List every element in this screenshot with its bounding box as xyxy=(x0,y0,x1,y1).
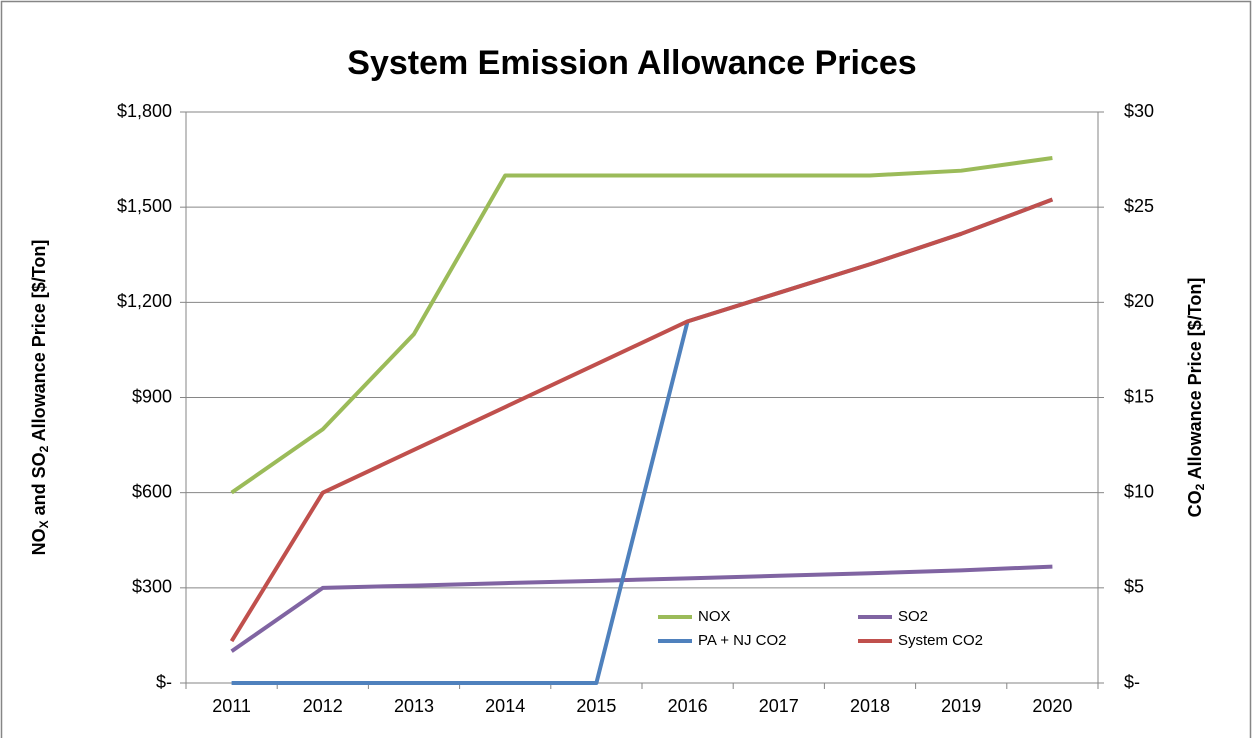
axis-title-part: NO xyxy=(29,528,49,555)
y2-tick-label: $5 xyxy=(1124,577,1144,597)
y2-tick-label: $10 xyxy=(1124,481,1154,501)
x-tick-label: 2015 xyxy=(576,696,616,716)
x-tick-label: 2020 xyxy=(1032,696,1072,716)
series-line xyxy=(230,564,1053,653)
y2-tick-label: $- xyxy=(1124,672,1140,692)
y-tick-label: $- xyxy=(156,672,172,692)
y2-axis-title: CO2 Allowance Price [$/Ton] xyxy=(1185,278,1207,518)
y-axis-title: NOX and SO2 Allowance Price [$/Ton] xyxy=(29,240,51,556)
y-tick-label: $1,800 xyxy=(117,101,172,121)
legend-label: System CO2 xyxy=(898,632,983,649)
axis-title-part: 2 xyxy=(37,445,51,452)
x-tick-label: 2014 xyxy=(485,696,525,716)
y2-tick-label: $25 xyxy=(1124,196,1154,216)
y-tick-label: $1,500 xyxy=(117,196,172,216)
y-tick-label: $900 xyxy=(132,386,172,406)
y-tick-label: $300 xyxy=(132,577,172,597)
y2-tick-label: $15 xyxy=(1124,386,1154,406)
axis-title-part: and SO xyxy=(29,452,49,520)
legend-label: SO2 xyxy=(898,608,928,625)
x-tick-label: 2017 xyxy=(759,696,799,716)
legend-label: PA + NJ CO2 xyxy=(698,632,787,649)
x-tick-label: 2016 xyxy=(668,696,708,716)
axis-title-part: 2 xyxy=(1193,483,1207,490)
y2-tick-label: $30 xyxy=(1124,101,1154,121)
axis-title-part: Allowance Price [$/Ton] xyxy=(29,240,49,446)
y-tick-label: $1,200 xyxy=(117,291,172,311)
axis-title-part: Allowance Price [$/Ton] xyxy=(1185,278,1205,484)
x-tick-label: 2018 xyxy=(850,696,890,716)
x-tick-label: 2019 xyxy=(941,696,981,716)
axis-title-part: X xyxy=(37,520,51,528)
series-line xyxy=(229,197,1054,643)
series-line xyxy=(230,156,1053,495)
legend-label: NOX xyxy=(698,608,731,625)
x-tick-label: 2012 xyxy=(303,696,343,716)
x-tick-label: 2013 xyxy=(394,696,434,716)
y-tick-label: $600 xyxy=(132,481,172,501)
x-tick-label: 2011 xyxy=(212,696,251,716)
axis-title-part: CO xyxy=(1185,490,1205,517)
chart-title: System Emission Allowance Prices xyxy=(347,44,916,82)
y2-tick-label: $20 xyxy=(1124,291,1154,311)
